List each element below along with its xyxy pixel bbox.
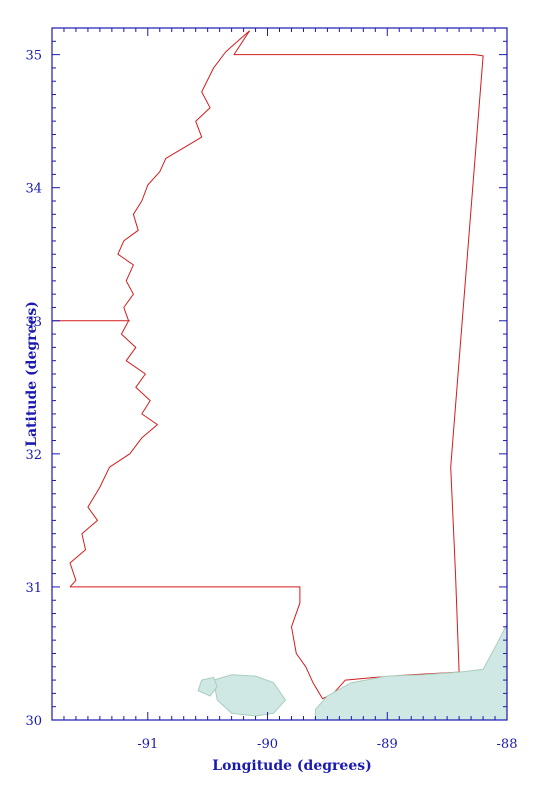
x-tick-label: -89 [377, 737, 398, 752]
lake-pontchartrain [213, 674, 287, 717]
x-tick-label: -88 [497, 737, 518, 752]
y-tick-label: 30 [25, 714, 42, 729]
mississippi-sound [314, 623, 508, 721]
state-border [70, 30, 484, 700]
lake-maurepas [197, 676, 218, 697]
map-frame [51, 27, 508, 721]
y-tick-label: 32 [25, 448, 42, 463]
x-tick-label: -90 [257, 737, 278, 752]
y-axis-title: Latitude (degrees) [24, 301, 40, 447]
y-tick-label: 31 [25, 581, 42, 596]
y-tick-labels: 30 31 32 33 34 35 [25, 49, 42, 729]
river-border [69, 30, 250, 588]
x-tick-labels: -91 -90 -89 -88 [137, 737, 517, 752]
y-tick-label: 35 [25, 49, 42, 64]
axis-ticks [51, 27, 508, 721]
y-tick-label: 33 [25, 315, 42, 330]
y-tick-label: 34 [25, 182, 42, 197]
x-axis-title: Longitude (degrees) [212, 758, 372, 774]
map-features [52, 30, 508, 721]
x-tick-label: -91 [137, 737, 158, 752]
